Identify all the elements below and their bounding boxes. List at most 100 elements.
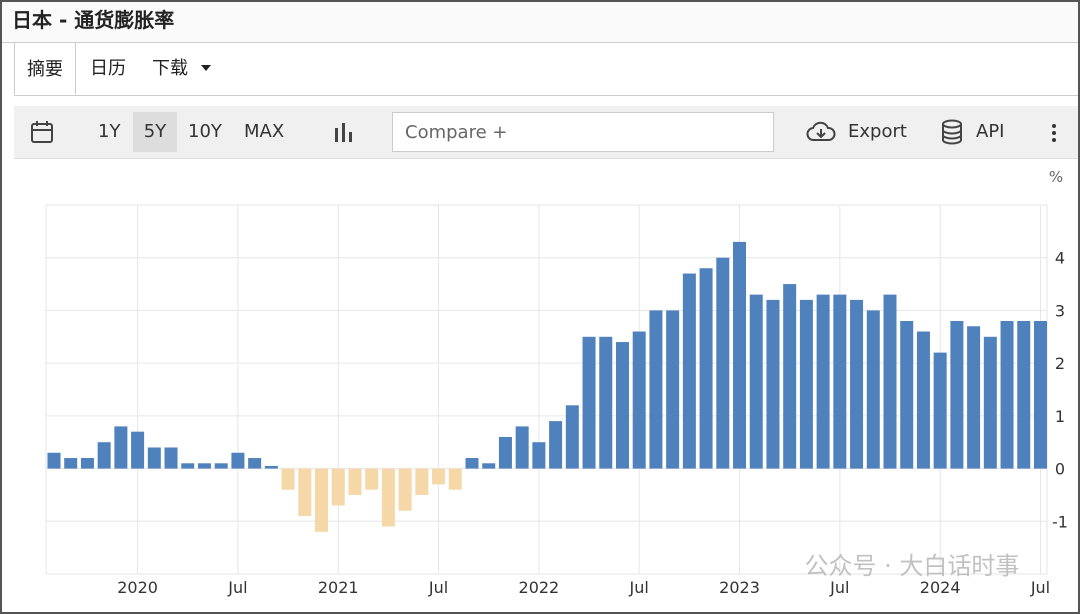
bar <box>381 468 395 527</box>
x-tick-label: Jul <box>829 578 849 597</box>
bar <box>131 431 145 469</box>
bar <box>699 268 713 469</box>
bar <box>833 294 847 469</box>
range-button[interactable]: 5Y <box>133 112 177 152</box>
bar <box>933 352 947 469</box>
chart-type-icon[interactable] <box>332 120 356 144</box>
bar <box>1017 320 1031 469</box>
bar <box>883 294 897 469</box>
x-tick-label: 2022 <box>519 578 560 597</box>
bar <box>632 331 646 469</box>
bar <box>615 342 629 469</box>
bar <box>950 320 964 469</box>
api-icon[interactable] <box>940 119 964 145</box>
bar <box>515 426 529 469</box>
bar <box>47 452 61 469</box>
bar <box>465 458 479 469</box>
bar <box>582 336 596 469</box>
bar <box>365 468 379 490</box>
bar <box>666 310 680 469</box>
x-tick-label: 2021 <box>318 578 359 597</box>
bar <box>315 468 329 532</box>
bar <box>850 299 864 469</box>
bar <box>64 458 78 469</box>
bar <box>248 458 262 469</box>
bar <box>331 468 345 506</box>
bar <box>766 299 780 469</box>
bar <box>80 458 94 469</box>
range-button[interactable]: 10Y <box>188 121 222 142</box>
title-bar <box>2 2 1078 43</box>
bar <box>1000 320 1014 469</box>
bar <box>1033 320 1047 469</box>
unit-label: % <box>1049 168 1063 186</box>
bar <box>448 468 462 490</box>
plot-area <box>45 204 1048 575</box>
bar <box>164 447 178 469</box>
y-tick-label: -1 <box>1052 512 1068 531</box>
x-tick-label: 2023 <box>719 578 760 597</box>
compare-input[interactable]: Compare + <box>392 112 774 152</box>
toolbar: 1Y 5Y 10Y MAX Compare + Export API <box>14 106 1078 159</box>
menu-icon[interactable] <box>1050 122 1058 144</box>
tabs: 摘要 日历 下载 <box>14 42 1078 96</box>
bar <box>716 257 730 469</box>
y-tick-label: 4 <box>1055 249 1065 268</box>
bar <box>549 421 563 469</box>
bar <box>281 468 295 490</box>
x-tick-label: 2020 <box>117 578 158 597</box>
bar <box>415 468 429 495</box>
x-tick-label: Jul <box>629 578 649 597</box>
watermark: 公众号 · 大白话时事 <box>805 552 1020 580</box>
bar <box>214 463 228 469</box>
y-tick-label: 1 <box>1055 407 1065 426</box>
bar <box>482 463 496 469</box>
api-button[interactable]: API <box>976 121 1005 142</box>
dropdown-caret <box>201 65 211 71</box>
bar <box>114 426 128 469</box>
x-tick-label: 2024 <box>920 578 961 597</box>
bar <box>348 468 362 495</box>
range-button[interactable]: 1Y <box>98 121 121 142</box>
calendar-icon[interactable] <box>30 120 54 144</box>
bar <box>264 465 278 469</box>
tab[interactable]: 下载 <box>152 58 188 79</box>
bar <box>298 468 312 517</box>
bar <box>816 294 830 469</box>
bar <box>749 294 763 469</box>
tab[interactable]: 摘要 <box>14 42 76 95</box>
range-button[interactable]: MAX <box>244 121 285 142</box>
bar <box>231 452 245 469</box>
bar <box>197 463 211 469</box>
page-title: 日本 - 通货膨胀率 <box>12 8 175 32</box>
bar <box>532 442 546 469</box>
x-tick-label: Jul <box>227 578 247 597</box>
y-tick-label: 3 <box>1055 301 1065 320</box>
bar <box>599 336 613 469</box>
bar <box>916 331 930 469</box>
y-tick-label: 2 <box>1055 354 1065 373</box>
x-tick-label: Jul <box>428 578 448 597</box>
bar <box>783 284 797 469</box>
bar <box>983 336 997 469</box>
bar <box>649 310 663 469</box>
bar <box>432 468 446 485</box>
bar <box>682 273 696 469</box>
bar <box>900 320 914 469</box>
bar <box>565 405 579 469</box>
bar <box>733 241 747 469</box>
export-button[interactable]: Export <box>848 121 907 142</box>
bar <box>181 463 195 469</box>
bar <box>97 442 111 469</box>
bar <box>498 436 512 469</box>
bar <box>398 468 412 511</box>
bar <box>147 447 161 469</box>
y-tick-label: 0 <box>1055 460 1065 479</box>
bar <box>967 326 981 469</box>
export-icon[interactable] <box>806 120 836 144</box>
tab[interactable]: 日历 <box>90 58 126 79</box>
x-tick-label: Jul <box>1030 578 1050 597</box>
bar <box>799 299 813 469</box>
